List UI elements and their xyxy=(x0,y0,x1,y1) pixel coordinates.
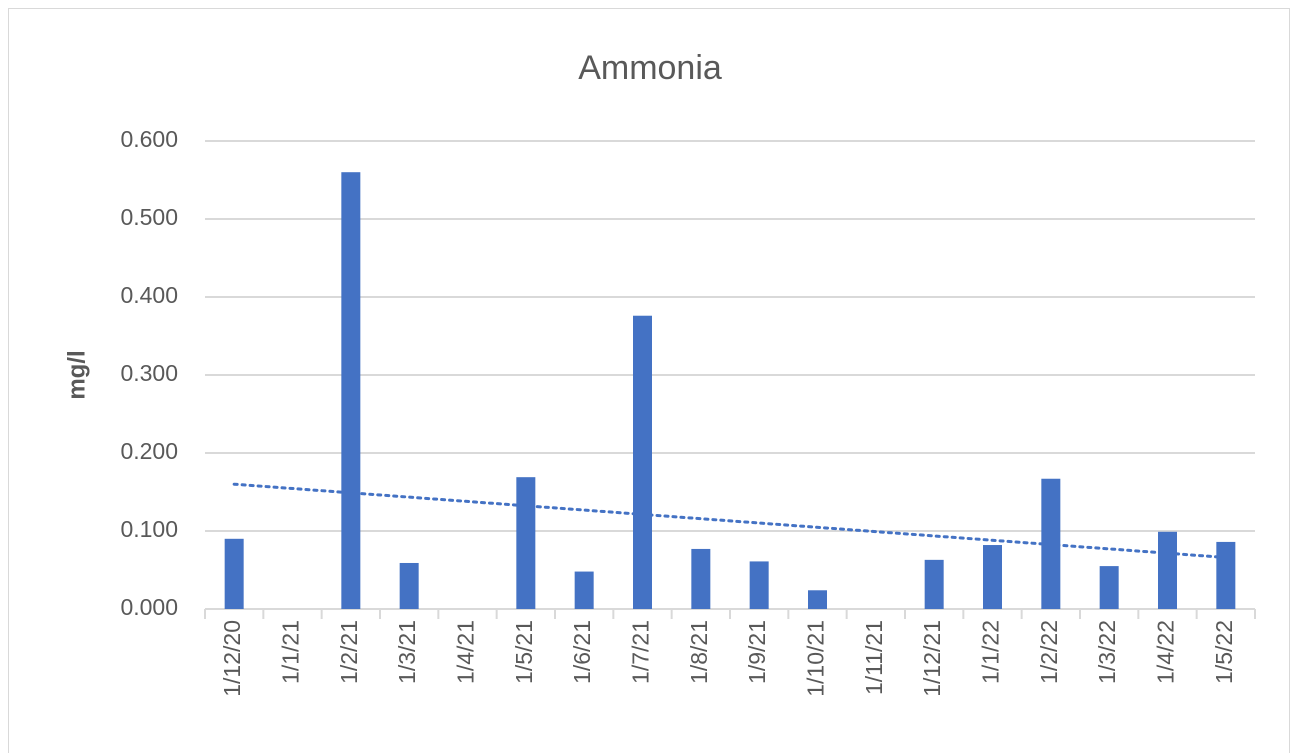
y-tick-label: 0.100 xyxy=(120,516,178,542)
bar xyxy=(749,561,769,609)
x-tick-label: 1/2/22 xyxy=(1036,620,1062,684)
bar xyxy=(341,172,361,609)
bar xyxy=(1158,531,1177,609)
x-tick-label: 1/6/21 xyxy=(569,620,595,684)
y-tick-label: 0.300 xyxy=(120,360,178,386)
bar xyxy=(691,548,711,609)
x-tick-label: 1/11/21 xyxy=(861,620,887,695)
x-tick-label: 1/5/21 xyxy=(511,620,537,684)
bar xyxy=(983,545,1002,609)
x-tick-label: 1/2/21 xyxy=(336,620,362,684)
bar xyxy=(1099,566,1119,609)
x-tick-label: 1/4/22 xyxy=(1153,620,1179,684)
x-tick-label: 1/4/21 xyxy=(453,620,479,684)
y-tick-label: 0.500 xyxy=(120,204,178,230)
x-tick-label: 1/8/21 xyxy=(686,620,712,684)
x-tick-label: 1/9/21 xyxy=(744,620,770,684)
x-tick-label: 1/1/22 xyxy=(978,620,1004,684)
x-tick-label: 1/1/21 xyxy=(278,620,304,684)
bar xyxy=(399,562,419,609)
y-axis-label: mg/l xyxy=(63,350,90,399)
bar xyxy=(516,477,536,609)
x-tick-label: 1/3/21 xyxy=(394,620,420,684)
chart-title: Ammonia xyxy=(578,49,722,87)
bar xyxy=(633,315,652,609)
x-tick-label: 1/12/20 xyxy=(219,620,245,697)
bar xyxy=(574,571,594,609)
bar xyxy=(1216,541,1236,609)
x-tick-label: 1/5/22 xyxy=(1211,620,1237,684)
x-tick-label: 1/7/21 xyxy=(628,620,654,684)
trendline xyxy=(232,482,1228,560)
bar xyxy=(224,538,244,609)
bar xyxy=(924,559,944,609)
x-tick-label: 1/12/21 xyxy=(919,620,945,697)
y-tick-label: 0.000 xyxy=(120,594,178,620)
y-tick-label: 0.600 xyxy=(120,126,178,152)
x-tick-label: 1/10/21 xyxy=(803,620,829,697)
y-tick-label: 0.400 xyxy=(120,282,178,308)
bar xyxy=(808,590,827,609)
y-tick-label: 0.200 xyxy=(120,438,178,464)
x-tick-label: 1/3/22 xyxy=(1094,620,1120,684)
